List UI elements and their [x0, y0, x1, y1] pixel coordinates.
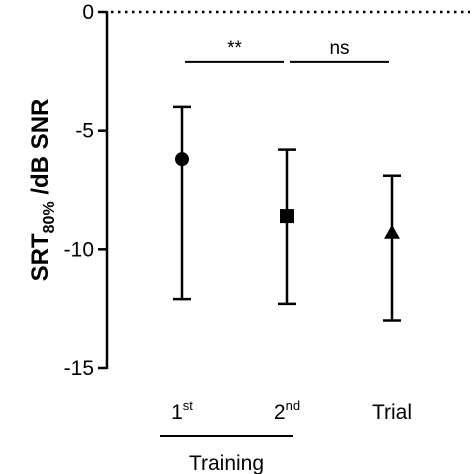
y-title-main: SRT [27, 233, 54, 281]
category-superscript: nd [286, 398, 300, 413]
category-base: Trial [372, 401, 412, 424]
mean-marker-triangle [384, 224, 400, 239]
significance-label: ns [329, 38, 349, 59]
category-base: 1 [171, 401, 183, 424]
plot-area [173, 105, 401, 322]
category-superscript: st [183, 398, 194, 413]
y-title-subscript: 80% [41, 201, 58, 233]
significance-bars: ** ns [185, 38, 389, 63]
x-category-label: 1st [171, 398, 193, 424]
x-category-label: Trial [372, 401, 412, 424]
x-category-label: 2nd [274, 398, 300, 424]
y-tick-label: -15 [64, 357, 94, 380]
y-tick-label: -10 [64, 238, 94, 261]
y-axis-title: SRT80% /dB SNR [27, 99, 58, 282]
y-title-rest: /dB SNR [27, 99, 54, 202]
y-axis: 0 -5 -10 -15 [64, 1, 109, 380]
y-tick-label: 0 [82, 1, 94, 24]
training-group-bracket: Training [160, 435, 293, 474]
significance-label: ** [227, 38, 242, 59]
x-axis-labels: 1st 2nd Trial [171, 398, 412, 424]
category-base: 2 [274, 401, 286, 424]
mean-marker-circle [175, 152, 189, 167]
mean-marker-square [280, 209, 294, 224]
group-label: Training [189, 452, 264, 474]
y-tick-label: -5 [75, 120, 94, 143]
